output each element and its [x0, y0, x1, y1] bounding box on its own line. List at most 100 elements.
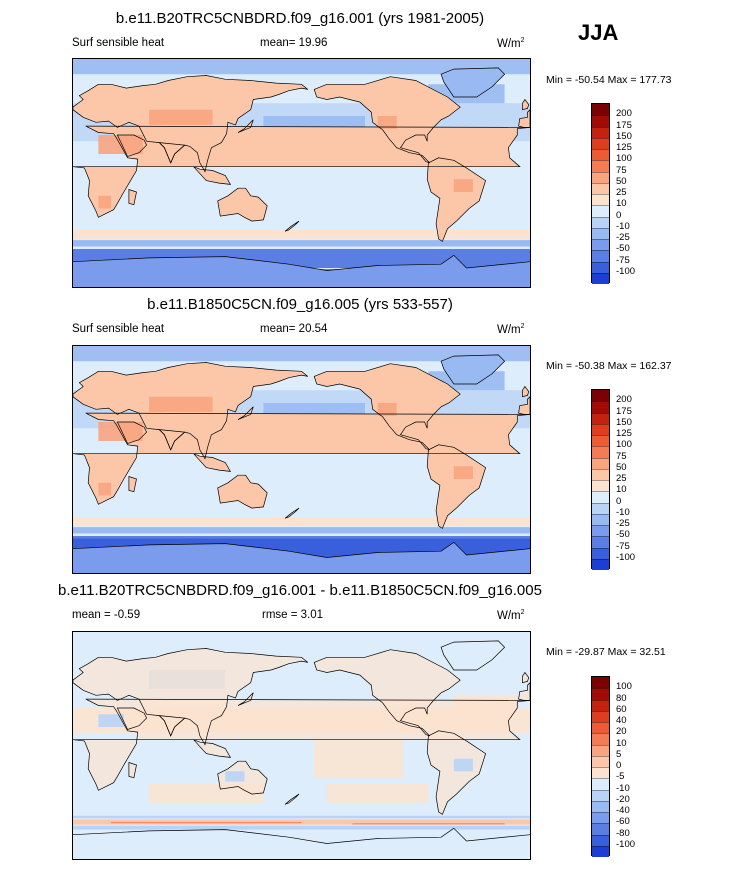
- colorbar-swatch: [592, 800, 609, 812]
- field-region: [73, 240, 530, 247]
- field-region: [149, 784, 264, 803]
- colorbar-swatch: [592, 272, 609, 284]
- coastline: [73, 541, 530, 558]
- colorbar-tick-label: -100: [616, 838, 636, 850]
- coastline: [158, 142, 186, 164]
- colorbar-swatch: [592, 834, 609, 846]
- field-region: [73, 230, 530, 239]
- colorbar-swatches: [591, 676, 610, 857]
- coastline: [284, 507, 300, 519]
- land-region: [73, 255, 530, 287]
- colorbar-swatch: [592, 216, 609, 228]
- coastline: [217, 187, 268, 222]
- coastline: [518, 109, 530, 128]
- panel-3-map: [72, 631, 531, 860]
- field-hotspot: [377, 403, 397, 416]
- colorbar-tick-label: 125: [616, 142, 632, 153]
- coastline: [217, 760, 268, 795]
- colorbar-swatch: [592, 513, 609, 525]
- coastline: [158, 715, 186, 737]
- colorbar-tick-label: 0: [616, 495, 622, 507]
- colorbar-tick-label: 40: [616, 715, 627, 726]
- panel-2-units: W/m2: [497, 323, 525, 336]
- coastline: [522, 385, 530, 398]
- panel-2-minmax: Min = -50.38 Max = 162.37: [546, 360, 672, 372]
- panel-3-rmse-label: rmse = 3.01: [262, 609, 324, 621]
- colorbar-tick-label: 125: [616, 428, 632, 439]
- land-region: [73, 542, 530, 573]
- coastline: [116, 421, 148, 444]
- land-region: [73, 413, 530, 505]
- land-region: [238, 692, 254, 706]
- colorbar-tick-label: 5: [616, 748, 622, 760]
- colorbar-swatch: [592, 457, 609, 469]
- colorbar-tick-label: -75: [616, 254, 630, 266]
- colorbar-tick-label: 60: [616, 703, 627, 715]
- colorbar-tick-label: -10: [616, 220, 630, 232]
- coastline: [73, 698, 530, 791]
- coastline: [284, 220, 300, 232]
- colorbar-swatch: [592, 823, 609, 835]
- panel-1-title: b.e11.B20TRC5CNBDRD.f09_g16.001 (yrs 198…: [115, 10, 485, 27]
- colorbar-swatch: [592, 423, 609, 435]
- colorbar-tick-label: -50: [616, 243, 630, 255]
- field-hotspot: [225, 771, 245, 782]
- colorbar-swatch: [592, 401, 609, 413]
- colorbar-tick-label: 175: [616, 119, 632, 131]
- field-region: [73, 472, 530, 511]
- colorbar-swatch: [592, 491, 609, 503]
- coastline: [426, 157, 487, 242]
- coastline: [426, 730, 487, 815]
- field-hotspot: [98, 714, 124, 727]
- colorbar-swatch: [592, 789, 609, 801]
- colorbar-swatch: [592, 171, 609, 183]
- coastline: [73, 827, 530, 844]
- coastline: [440, 354, 506, 385]
- season-label: JJA: [578, 20, 619, 45]
- colorbar-swatch: [592, 115, 609, 127]
- colorbar-tick-label: 75: [616, 164, 627, 176]
- field-region: [73, 815, 530, 819]
- coastline: [158, 429, 186, 451]
- field-region: [326, 784, 429, 803]
- coastline: [128, 476, 137, 493]
- colorbar-tick-label: -60: [616, 816, 630, 828]
- field-region: [111, 822, 302, 824]
- field-region: [73, 185, 530, 224]
- panel-2-title: b.e11.B1850C5CN.f09_g16.005 (yrs 533-557…: [147, 296, 453, 313]
- colorbar-tick-label: 0: [616, 760, 622, 771]
- land-region: [522, 99, 529, 110]
- colorbar-swatch: [592, 558, 609, 570]
- panel-1-map: [72, 58, 531, 288]
- coastline: [128, 189, 137, 206]
- field-hotspot: [453, 179, 473, 192]
- colorbar-tick-label: 100: [616, 153, 632, 165]
- coastline: [73, 412, 530, 505]
- coastline: [237, 119, 254, 133]
- land-region: [159, 142, 185, 163]
- coastline: [193, 166, 232, 185]
- colorbar-tick-label: 80: [616, 692, 627, 704]
- colorbar-tick-label: 150: [616, 130, 632, 142]
- colorbar-swatch: [592, 261, 609, 273]
- field-hotspot: [98, 482, 112, 496]
- land-region: [217, 188, 268, 222]
- coastline: [440, 640, 506, 671]
- land-region: [193, 739, 231, 758]
- land-region: [193, 166, 231, 185]
- field-hotspot: [377, 116, 397, 129]
- field-hotspot: [453, 758, 473, 772]
- colorbar-swatch: [592, 149, 609, 161]
- colorbar-tick-label: 175: [616, 405, 632, 417]
- colorbar-tick-label: 150: [616, 416, 632, 428]
- coastline: [518, 682, 530, 701]
- field-region: [73, 517, 530, 526]
- coastline: [116, 707, 148, 730]
- colorbar-tick-label: 25: [616, 473, 627, 484]
- colorbar-swatch: [592, 182, 609, 194]
- panel-2-mean-label: mean= 20.54: [260, 323, 328, 335]
- coastline: [313, 649, 461, 737]
- colorbar-swatches: [591, 103, 610, 284]
- colorbar-tick-label: 10: [616, 737, 627, 749]
- land-region: [217, 475, 268, 509]
